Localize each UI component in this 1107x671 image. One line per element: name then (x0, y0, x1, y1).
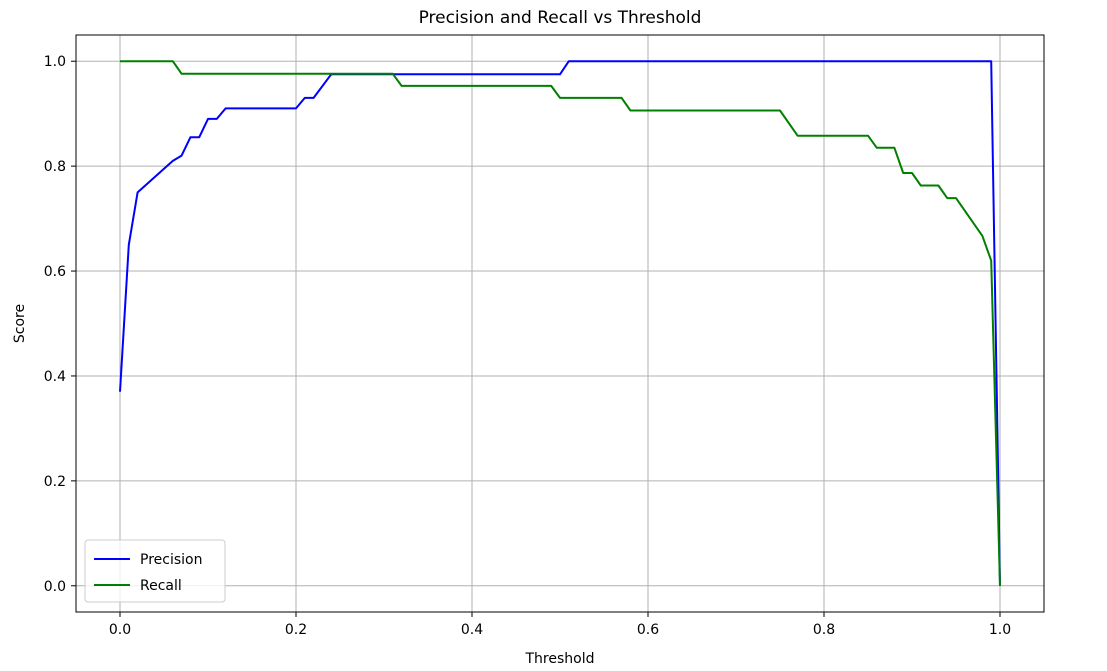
y-axis-ticks: 0.0 0.2 0.4 0.6 0.8 1.0 (44, 54, 76, 595)
x-axis-title: Threshold (525, 651, 595, 667)
series-lines (119, 60, 1001, 586)
x-tick-label: 0.8 (813, 622, 835, 638)
series-line-precision (119, 60, 1001, 586)
legend: Precision Recall (84, 539, 226, 603)
y-tick-label: 0.4 (44, 369, 66, 385)
legend-label-recall: Recall (140, 578, 182, 594)
y-tick-label: 0.8 (44, 159, 66, 175)
grid (76, 35, 1044, 612)
x-tick-label: 0.2 (285, 622, 307, 638)
legend-box (84, 539, 226, 603)
x-tick-label: 1.0 (989, 622, 1011, 638)
x-tick-label: 0.0 (109, 622, 131, 638)
series-line-recall (120, 60, 1001, 586)
y-tick-label: 0.0 (44, 579, 66, 595)
legend-label-precision: Precision (140, 552, 202, 568)
x-tick-label: 0.4 (461, 622, 483, 638)
x-tick-label: 0.6 (637, 622, 659, 638)
y-tick-label: 0.2 (44, 474, 66, 490)
y-tick-label: 1.0 (44, 54, 66, 70)
x-axis-ticks: 0.0 0.2 0.4 0.6 0.8 1.0 (109, 612, 1011, 638)
y-tick-label: 0.6 (44, 264, 66, 280)
plot-frame (75, 34, 1045, 613)
chart-title: Precision and Recall vs Threshold (419, 8, 702, 28)
y-axis-title: Score (12, 304, 28, 343)
